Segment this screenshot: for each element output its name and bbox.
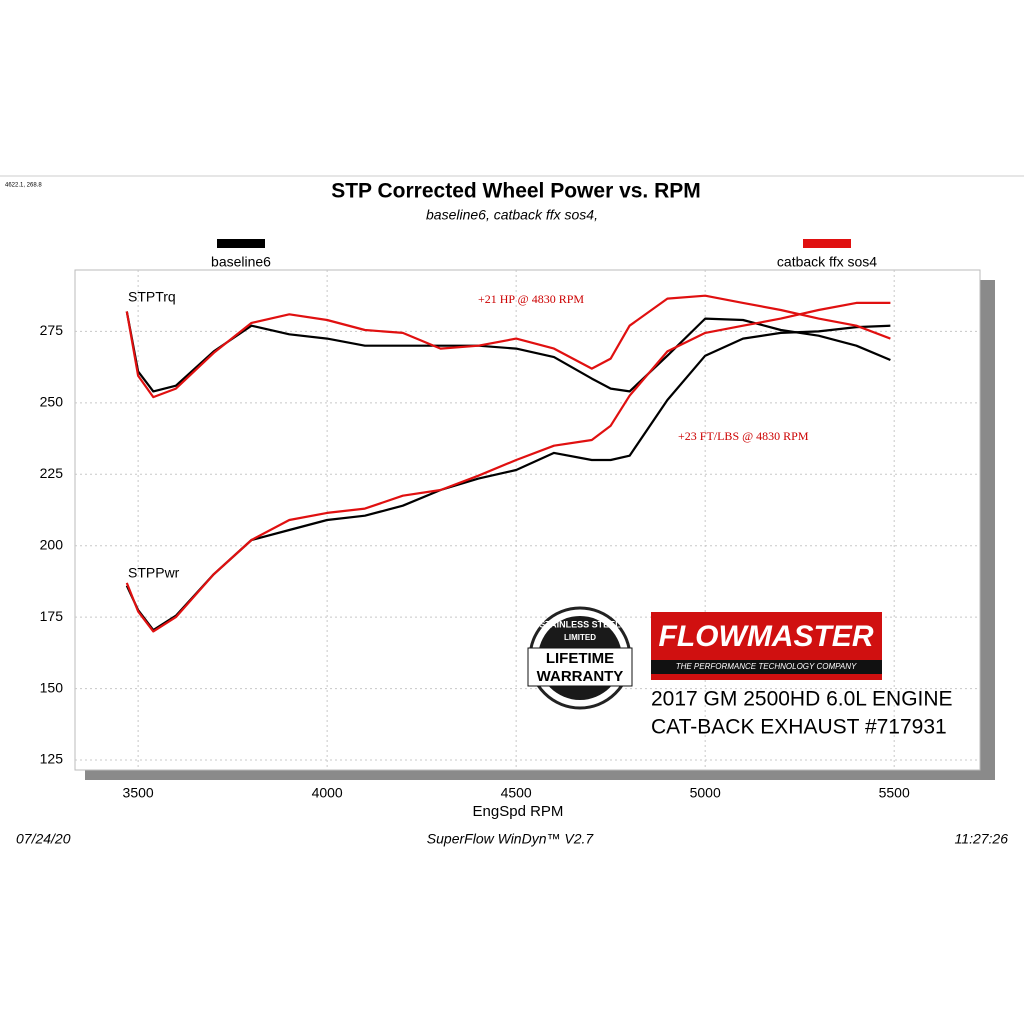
chart-subtitle: baseline6, catback ffx sos4, bbox=[426, 207, 598, 223]
corner-text: 4622.1, 268.8 bbox=[5, 183, 42, 189]
series-line bbox=[125, 311, 891, 393]
footer-time: 11:27:26 bbox=[955, 831, 1009, 847]
x-tick-label: 5000 bbox=[690, 785, 721, 801]
y-tick-label: 250 bbox=[40, 394, 64, 410]
brand-logo: FLOWMASTER THE PERFORMANCE TECHNOLOGY CO… bbox=[651, 612, 882, 680]
caption: CAT-BACK EXHAUST #717931 bbox=[651, 716, 947, 739]
curve-label: STPPwr bbox=[128, 565, 180, 581]
warranty-badge: STAINLESS STEEL LIMITED LIFETIME WARRANT… bbox=[527, 606, 633, 710]
annotation: +21 HP @ 4830 RPM bbox=[478, 292, 584, 306]
brand-name: FLOWMASTER bbox=[659, 620, 874, 653]
legend-label: baseline6 bbox=[211, 254, 271, 270]
series-line bbox=[125, 294, 891, 399]
x-tick-label: 4000 bbox=[312, 785, 343, 801]
y-tick-label: 200 bbox=[40, 536, 64, 552]
badge-text: LIFETIME bbox=[546, 650, 614, 667]
y-tick-label: 175 bbox=[40, 608, 64, 624]
legend-label: catback ffx sos4 bbox=[777, 254, 877, 270]
legend-swatch bbox=[803, 239, 851, 248]
y-tick-label: 225 bbox=[40, 465, 64, 481]
x-tick-label: 3500 bbox=[123, 785, 154, 801]
y-tick-label: 125 bbox=[40, 751, 64, 767]
plot-area bbox=[74, 269, 981, 771]
series-line bbox=[125, 301, 891, 633]
badge-text: LIMITED bbox=[564, 633, 596, 642]
curve-label: STPTrq bbox=[128, 289, 176, 305]
badge-text: STAINLESS STEEL bbox=[539, 619, 621, 629]
badge-text: WARRANTY bbox=[537, 668, 624, 685]
brand-tagline: THE PERFORMANCE TECHNOLOGY COMPANY bbox=[676, 662, 857, 671]
chart-title: STP Corrected Wheel Power vs. RPM bbox=[331, 180, 701, 203]
footer-software: SuperFlow WinDyn™ V2.7 bbox=[427, 831, 595, 847]
x-tick-label: 5500 bbox=[879, 785, 910, 801]
footer-date: 07/24/20 bbox=[16, 831, 71, 847]
caption: 2017 GM 2500HD 6.0L ENGINE bbox=[651, 688, 953, 711]
legend-swatch bbox=[217, 239, 265, 248]
y-tick-label: 275 bbox=[40, 322, 64, 338]
y-tick-label: 150 bbox=[40, 679, 64, 695]
x-tick-label: 4500 bbox=[501, 785, 532, 801]
x-axis-label: EngSpd RPM bbox=[473, 803, 564, 820]
annotation: +23 FT/LBS @ 4830 RPM bbox=[678, 429, 809, 443]
